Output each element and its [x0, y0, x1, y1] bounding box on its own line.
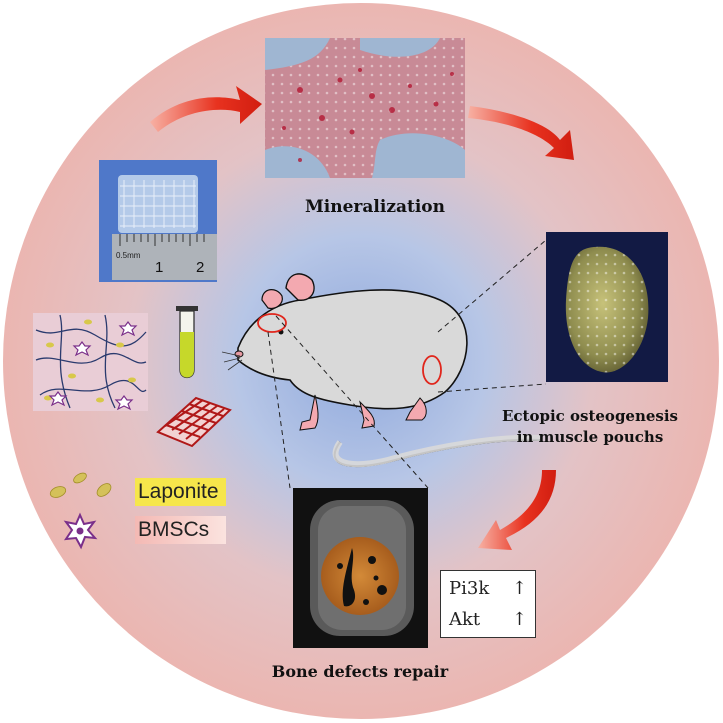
arrow-to-mineralization: [150, 86, 262, 132]
signaling-markers-box: Pi3k ↑ Akt ↑: [440, 570, 536, 638]
bmscs-legend-label: BMSCs: [135, 516, 226, 544]
bone-defect-microct-image: [293, 488, 428, 648]
marker-pi3k-arrow: ↑: [511, 578, 527, 599]
arrow-to-ectopic: [468, 106, 574, 160]
bmscs-icon: [63, 512, 98, 550]
ectopic-tissue-image: [546, 232, 668, 382]
marker-akt-label: Akt: [449, 609, 481, 630]
mineralization-histology-image: [265, 38, 465, 178]
marker-akt-arrow: ↑: [511, 609, 527, 630]
printed-mesh-icon: [156, 396, 232, 448]
ectopic-label-line2: in muscle pouchs: [516, 428, 664, 446]
marker-pi3k-label: Pi3k: [449, 578, 490, 599]
dashed-connectors: [267, 239, 547, 489]
mouse-illustration: [221, 273, 541, 468]
arrow-to-bone-repair: [478, 470, 556, 550]
ectopic-label-line1: Ectopic osteogenesis: [501, 407, 679, 425]
bone-repair-label: Bone defects repair: [271, 662, 449, 681]
laponite-legend-label: Laponite: [135, 478, 226, 506]
ruler-tick-2: 2: [196, 259, 204, 276]
laponite-icon: [49, 472, 112, 498]
mineralization-label: Mineralization: [304, 197, 446, 217]
hydrogel-network-schematic: [33, 313, 148, 411]
test-tube-icon: [176, 306, 198, 379]
ruler-tick-1: 1: [155, 259, 163, 276]
scaffold-photo: 0.5mm 1 2: [99, 160, 217, 282]
ruler-unit-label: 0.5mm: [116, 251, 141, 260]
